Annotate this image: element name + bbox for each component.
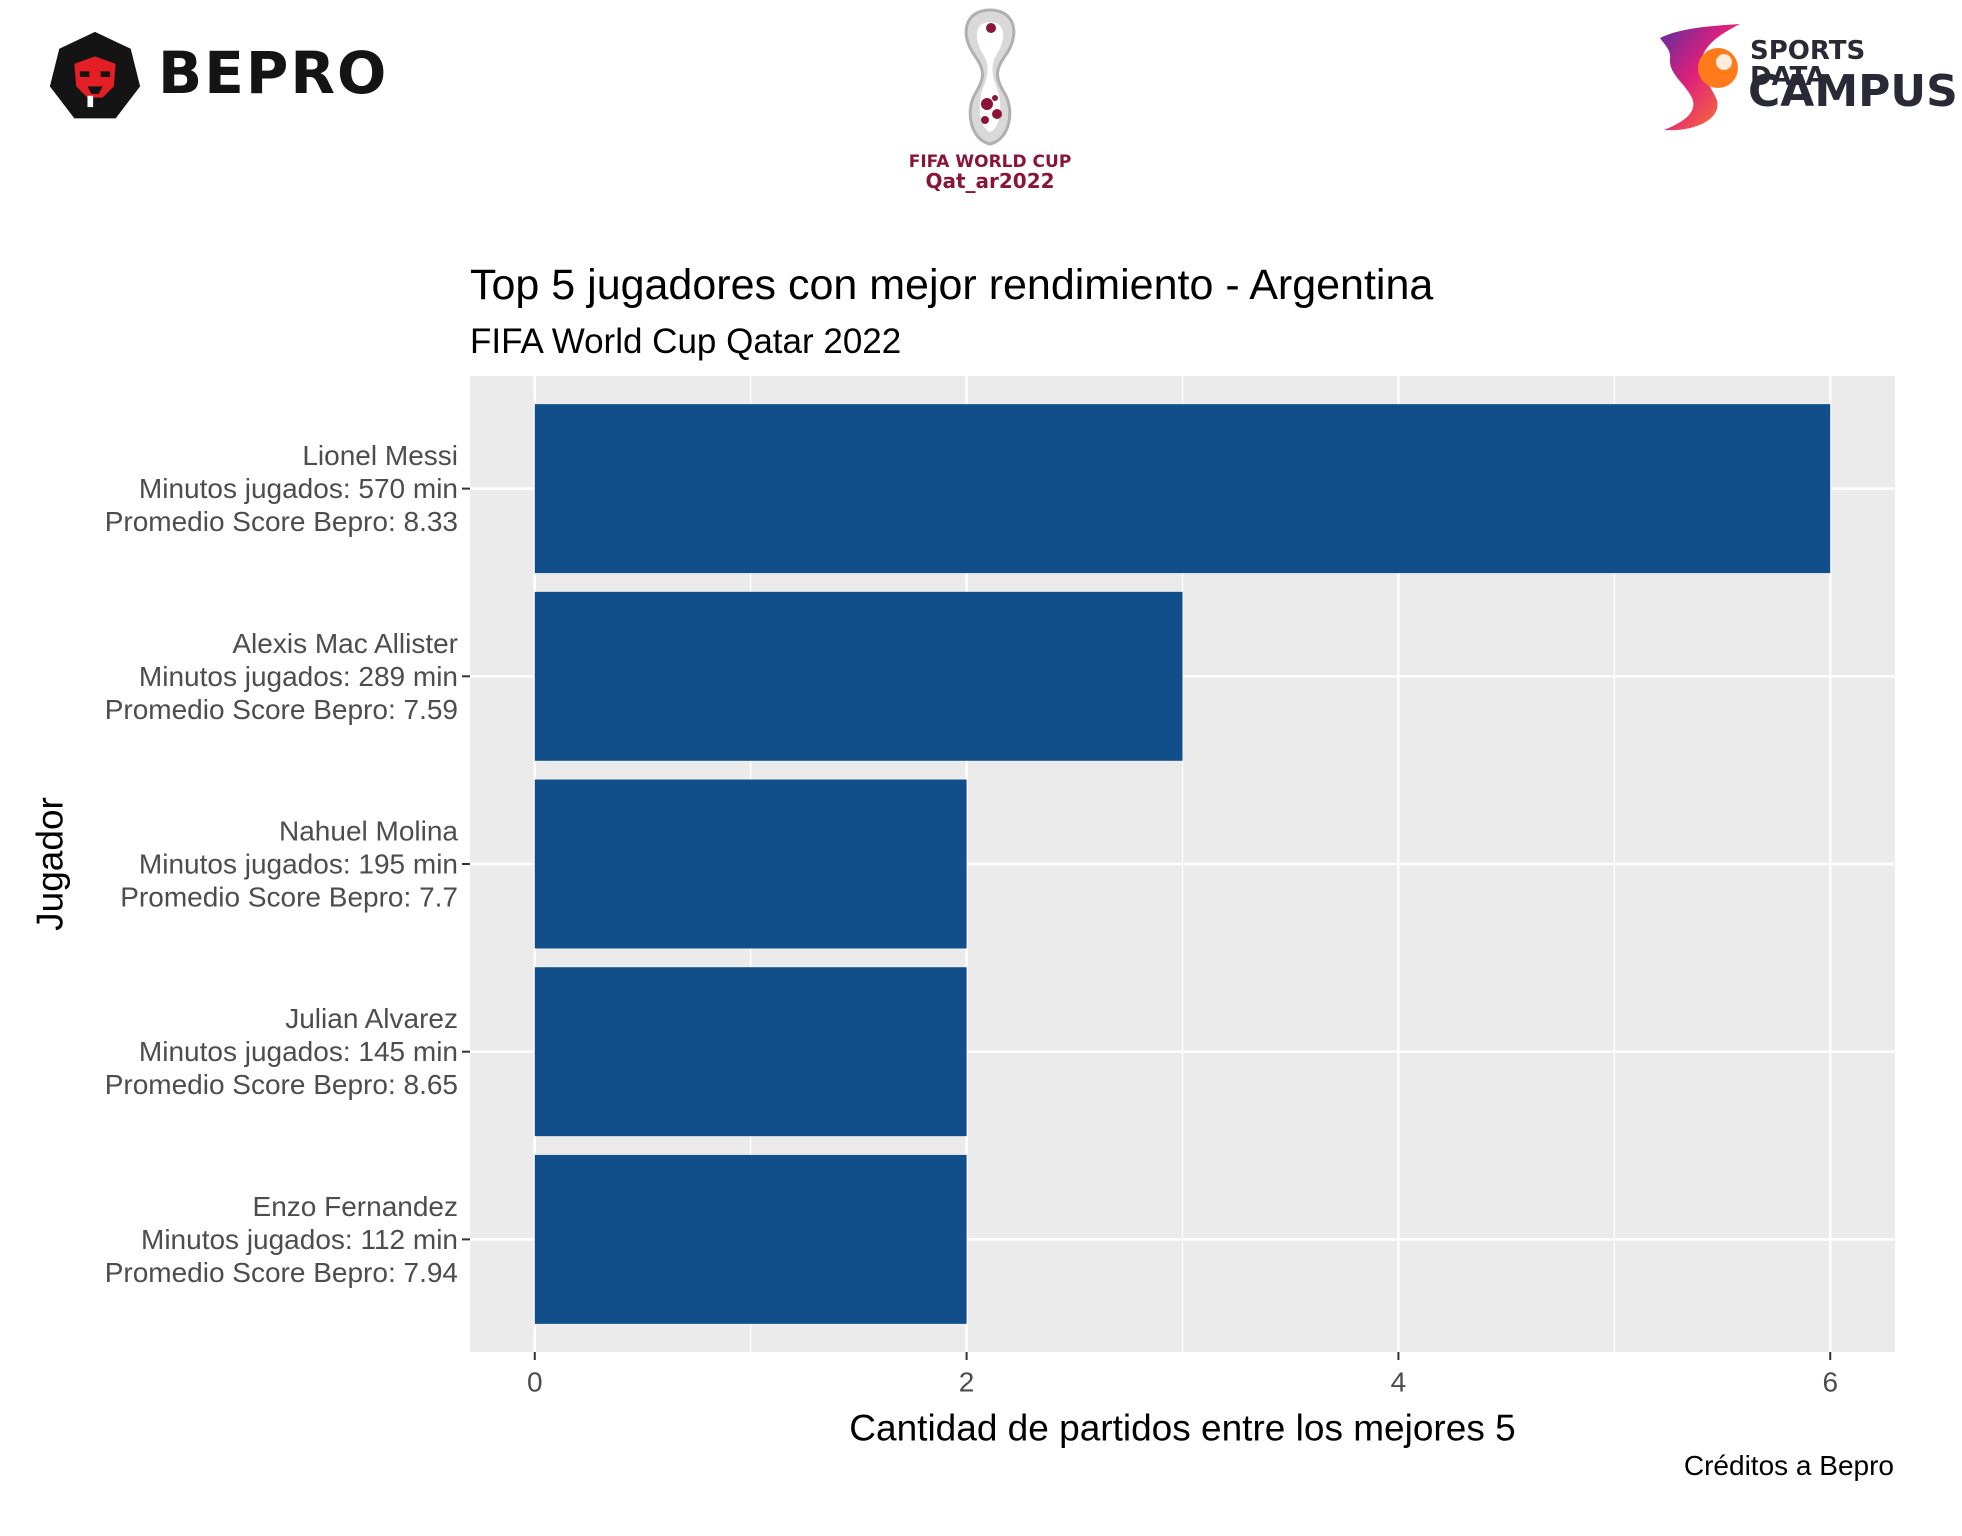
y-tick-label: Promedio Score Bepro: 8.33: [105, 506, 458, 537]
chart-subtitle: FIFA World Cup Qatar 2022: [470, 322, 902, 361]
y-tick-label: Minutos jugados: 289 min: [139, 661, 458, 692]
x-tick-label: 2: [959, 1367, 975, 1398]
x-tick-label: 0: [527, 1367, 543, 1398]
chart-title: Top 5 jugadores con mejor rendimiento - …: [470, 261, 1434, 309]
bar-1: [534, 404, 1831, 574]
x-tick-label: 4: [1391, 1367, 1407, 1398]
y-tick-label: Minutos jugados: 145 min: [139, 1036, 458, 1067]
world-cup-logo-line2: Qat_ar2022: [925, 169, 1055, 193]
bepro-logo: BEPRO: [48, 28, 386, 128]
y-tick-label: Alexis Mac Allister: [232, 628, 458, 659]
y-axis-title: Jugador: [30, 797, 71, 931]
sports-data-campus-line1: SPORTS DATA: [1750, 36, 1866, 92]
y-tick-label: Enzo Fernandez: [253, 1191, 458, 1222]
x-tick-label: 6: [1822, 1367, 1838, 1398]
bar-4: [534, 967, 967, 1137]
x-axis-title: Cantidad de partidos entre los mejores 5: [849, 1408, 1515, 1449]
y-tick-label: Lionel Messi: [302, 440, 458, 471]
y-tick-label: Minutos jugados: 570 min: [139, 473, 458, 504]
y-tick-label: Julian Alvarez: [285, 1003, 458, 1034]
bar-3: [534, 779, 967, 949]
y-tick-label: Promedio Score Bepro: 7.94: [105, 1257, 458, 1288]
world-cup-logo: FIFA WORLD CUP Qat_ar2022: [905, 4, 1075, 200]
y-tick-label: Promedio Score Bepro: 7.7: [120, 882, 458, 913]
sports-data-campus-swirl-icon: [1660, 24, 1740, 131]
bepro-lion-icon: [49, 31, 141, 119]
sports-data-campus-line2: CAMPUS: [1748, 66, 1958, 117]
y-tick-label: Promedio Score Bepro: 7.59: [105, 694, 458, 725]
y-tick-label: Minutos jugados: 195 min: [139, 849, 458, 880]
y-tick-label: Minutos jugados: 112 min: [141, 1224, 458, 1255]
y-tick-label: Nahuel Molina: [279, 816, 458, 847]
world-cup-logo-line1: FIFA WORLD CUP: [908, 152, 1072, 172]
world-cup-trophy-icon: [964, 8, 1016, 146]
bar-5: [534, 1154, 967, 1324]
sports-data-campus-logo: SPORTS DATA CAMPUS: [1640, 18, 1958, 138]
credits-caption: Créditos a Bepro: [1683, 1450, 1894, 1481]
y-tick-label: Promedio Score Bepro: 8.65: [105, 1069, 458, 1100]
bepro-wordmark: BEPRO: [158, 39, 389, 107]
bar-2: [534, 591, 1183, 761]
